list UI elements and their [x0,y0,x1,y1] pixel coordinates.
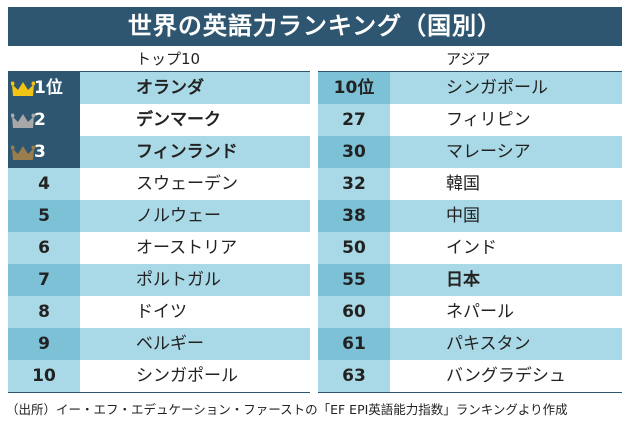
table-row: 32 韓国 [318,168,622,200]
crown-icon [11,81,35,96]
rank-cell: 32 [318,168,390,200]
table-row: 2 デンマーク [8,104,310,136]
rank-cell: 10 [8,360,80,392]
table-row: 60 ネパール [318,296,622,328]
rank-value: 7 [38,270,50,290]
rank-cell: 63 [318,360,390,392]
country-name: インド [390,232,622,264]
table-row: 6 オーストリア [8,232,310,264]
table-row: 55 日本 [318,264,622,296]
asia-table: アジア 10位 シンガポール 27 フィリピン 30 マレーシア 32 韓国 38 中国 50 インド… [318,48,622,393]
rank-cell: 1位 [8,72,80,104]
asia-heading: アジア [318,48,622,72]
rank-value: 55 [342,270,366,290]
table-row: 9 ベルギー [8,328,310,360]
rank-cell: 6 [8,232,80,264]
country-name: デンマーク [80,104,310,136]
rank-value: 5 [38,206,50,226]
rank-value: 6 [38,238,50,258]
table-row: 27 フィリピン [318,104,622,136]
table-row: 50 インド [318,232,622,264]
rank-value: 50 [342,238,366,258]
crown-icon [11,145,35,160]
table-row: 7 ポルトガル [8,264,310,296]
table-row: 5 ノルウェー [8,200,310,232]
rank-value: 32 [342,174,366,194]
rank-cell: 38 [318,200,390,232]
rank-value: 61 [342,334,366,354]
country-name: オランダ [80,72,310,104]
rank-cell: 55 [318,264,390,296]
rank-cell: 60 [318,296,390,328]
rank-value: 30 [342,142,366,162]
source-note: （出所）イー・エフ・エデュケーション・ファーストの「EF EPI英語能力指数」ラ… [6,402,568,417]
country-name: フィンランド [80,136,310,168]
rank-cell: 30 [318,136,390,168]
rank-cell: 27 [318,104,390,136]
rank-value: 2 [34,110,46,130]
country-name: 韓国 [390,168,622,200]
rank-cell: 7 [8,264,80,296]
rank-cell: 2 [8,104,80,136]
rank-cell: 3 [8,136,80,168]
rank-value: 1位 [34,78,63,98]
rank-cell: 4 [8,168,80,200]
table-row: 63 バングラデシュ [318,360,622,392]
country-name: ポルトガル [80,264,310,296]
country-name: シンガポール [390,72,622,104]
country-name: パキスタン [390,328,622,360]
rank-value: 3 [34,142,46,162]
rank-value: 63 [342,366,366,386]
rank-value: 9 [38,334,50,354]
table-row: 10 シンガポール [8,360,310,392]
page-title: 世界の英語力ランキング（国別） [8,7,622,46]
rank-value: 4 [38,174,50,194]
country-name: ドイツ [80,296,310,328]
crown-icon [11,113,35,128]
country-name: オーストリア [80,232,310,264]
country-name: マレーシア [390,136,622,168]
country-name: シンガポール [80,360,310,392]
table-row: 4 スウェーデン [8,168,310,200]
rank-cell: 8 [8,296,80,328]
table-row: 8 ドイツ [8,296,310,328]
country-name: ノルウェー [80,200,310,232]
country-name: フィリピン [390,104,622,136]
top10-table: トップ10 1位 オランダ 2 デンマーク 3 フィンランド 4 スウェーデン 5 ノルウェー 6 オ… [8,48,310,393]
rank-cell: 50 [318,232,390,264]
rank-value: 10 [32,366,56,386]
rank-value: 8 [38,302,50,322]
rank-cell: 10位 [318,72,390,104]
rank-value: 10位 [333,78,375,98]
country-name: ベルギー [80,328,310,360]
country-name: ネパール [390,296,622,328]
top10-heading: トップ10 [8,48,310,72]
table-row: 3 フィンランド [8,136,310,168]
table-row: 30 マレーシア [318,136,622,168]
country-name: スウェーデン [80,168,310,200]
table-row: 1位 オランダ [8,72,310,104]
country-name: バングラデシュ [390,360,622,392]
rank-value: 60 [342,302,366,322]
rank-cell: 61 [318,328,390,360]
rank-value: 38 [342,206,366,226]
country-name: 日本 [390,264,622,296]
rank-value: 27 [342,110,366,130]
table-row: 10位 シンガポール [318,72,622,104]
rank-cell: 9 [8,328,80,360]
table-row: 38 中国 [318,200,622,232]
country-name: 中国 [390,200,622,232]
table-row: 61 パキスタン [318,328,622,360]
rank-cell: 5 [8,200,80,232]
